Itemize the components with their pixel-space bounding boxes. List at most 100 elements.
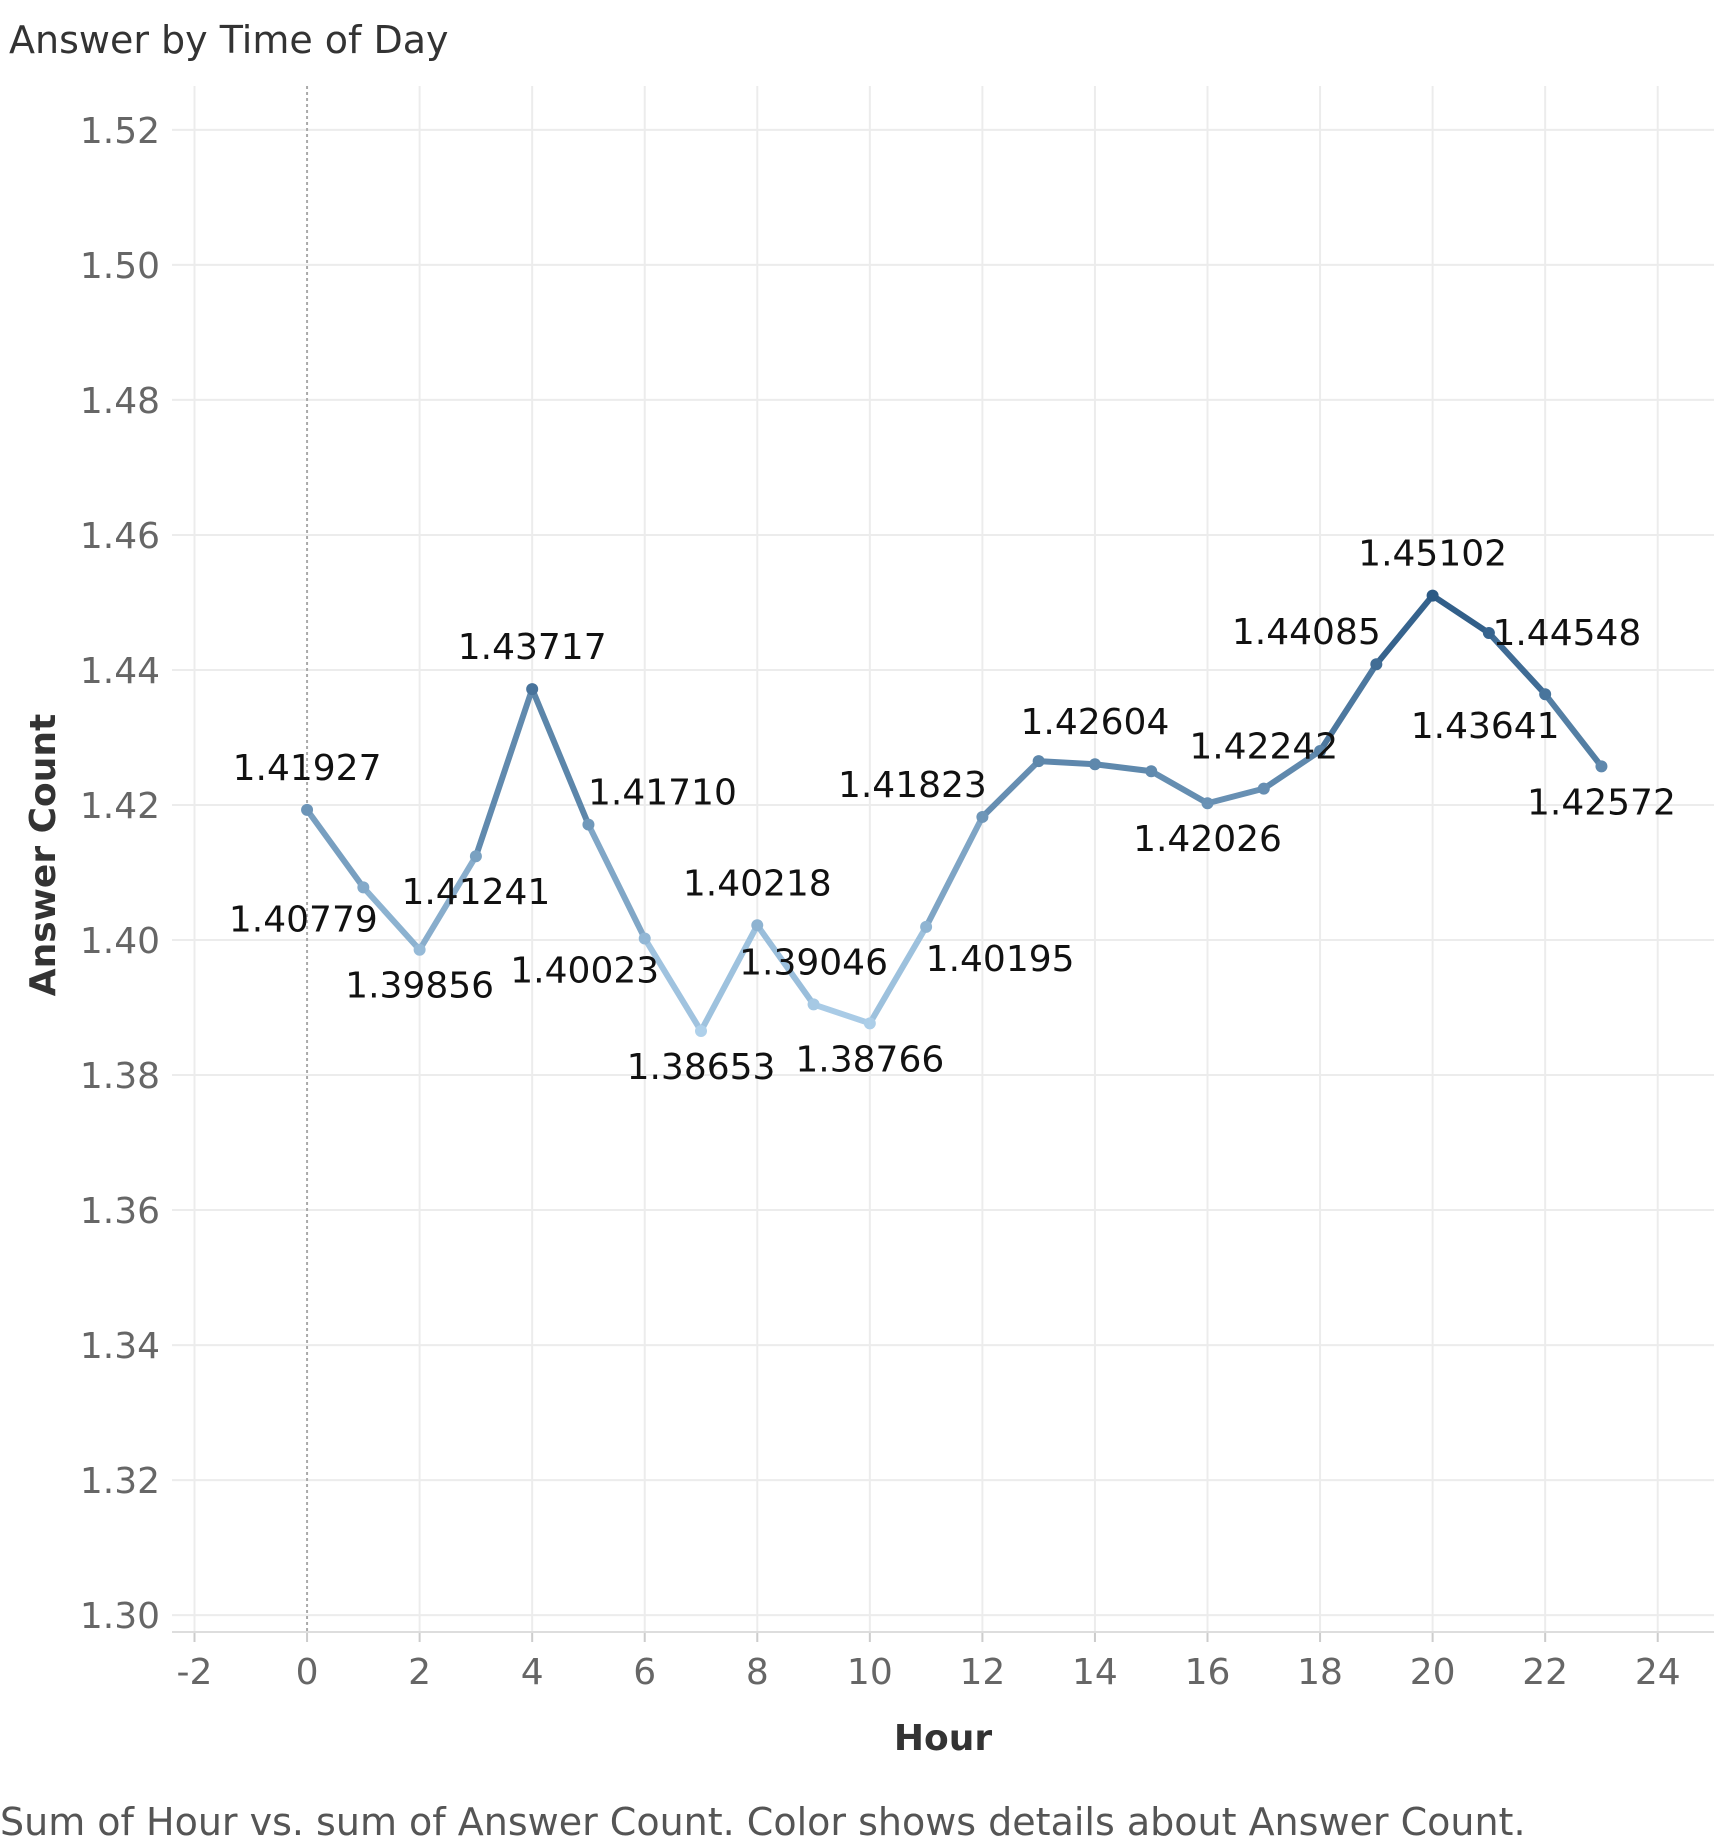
data-label: 1.43641 bbox=[1411, 706, 1560, 747]
x-tick-label: 20 bbox=[1410, 1652, 1456, 1693]
data-point bbox=[863, 1017, 876, 1030]
series-line bbox=[304, 592, 1605, 1034]
data-label: 1.41927 bbox=[233, 748, 382, 789]
data-label: 1.40023 bbox=[510, 950, 659, 991]
x-tick-label: 6 bbox=[633, 1652, 656, 1693]
series-line-segment bbox=[1429, 592, 1492, 636]
data-point bbox=[1145, 765, 1158, 778]
series-line-segment bbox=[1148, 768, 1211, 807]
y-tick-label: 1.40 bbox=[80, 921, 160, 962]
data-label: 1.45102 bbox=[1358, 534, 1507, 575]
x-tick-label: 4 bbox=[521, 1652, 544, 1693]
data-point bbox=[1314, 744, 1327, 757]
data-label: 1.44548 bbox=[1492, 613, 1641, 654]
data-label: 1.42026 bbox=[1133, 819, 1282, 860]
series-line-segment bbox=[1542, 691, 1605, 770]
series-line-segment bbox=[529, 686, 592, 828]
series-line-segment bbox=[923, 813, 986, 930]
series-line-segment bbox=[810, 1001, 873, 1027]
x-tick-label: 12 bbox=[959, 1652, 1005, 1693]
data-points bbox=[301, 589, 1608, 1037]
x-tick-label: 22 bbox=[1522, 1652, 1568, 1693]
data-label: 1.43717 bbox=[458, 627, 607, 668]
data-label: 1.41823 bbox=[838, 765, 987, 806]
series-line-segment bbox=[866, 923, 930, 1027]
data-label: 1.40218 bbox=[683, 863, 832, 904]
data-point bbox=[1426, 589, 1439, 602]
data-label: 1.44085 bbox=[1232, 612, 1381, 653]
data-point bbox=[976, 810, 989, 823]
data-point bbox=[1595, 760, 1608, 773]
data-point bbox=[638, 932, 651, 945]
series-line-segment bbox=[1091, 761, 1155, 775]
series-line-segment bbox=[1260, 747, 1324, 792]
data-label: 1.38653 bbox=[627, 1047, 776, 1088]
data-point bbox=[1482, 626, 1495, 639]
y-tick-label: 1.38 bbox=[80, 1056, 160, 1097]
x-tick-label: 14 bbox=[1072, 1652, 1118, 1693]
x-tick-label: 24 bbox=[1635, 1652, 1681, 1693]
data-point bbox=[751, 919, 764, 932]
data-label: 1.39856 bbox=[345, 966, 494, 1007]
data-label: 1.41241 bbox=[401, 872, 550, 913]
y-tick-label: 1.48 bbox=[80, 381, 160, 422]
data-label: 1.40195 bbox=[926, 939, 1075, 980]
x-tick-label: 8 bbox=[746, 1652, 769, 1693]
data-label: 1.42242 bbox=[1189, 727, 1338, 768]
y-tick-label: 1.44 bbox=[80, 651, 160, 692]
y-tick-label: 1.32 bbox=[80, 1461, 160, 1502]
series-line-segment bbox=[585, 821, 648, 942]
series-line-segment bbox=[698, 922, 761, 1034]
x-tick-label: -2 bbox=[177, 1652, 213, 1693]
series-line-segment bbox=[979, 758, 1042, 820]
data-label: 1.42572 bbox=[1527, 782, 1676, 823]
data-point bbox=[469, 850, 482, 863]
data-point bbox=[807, 998, 820, 1011]
y-axis-title: Answer Count bbox=[23, 714, 64, 997]
data-label: 1.38766 bbox=[795, 1039, 944, 1080]
data-point bbox=[301, 803, 314, 816]
y-tick-label: 1.52 bbox=[80, 111, 160, 152]
data-point bbox=[1088, 758, 1101, 771]
data-labels: 1.41927 1.40779 1.39856 1.41241 1.43717 1.417… bbox=[229, 534, 1676, 1088]
series-line-segment bbox=[1035, 758, 1098, 768]
series-line-segment bbox=[754, 922, 817, 1008]
data-point bbox=[920, 920, 933, 933]
x-tick-label: 16 bbox=[1185, 1652, 1231, 1693]
y-tick-label: 1.42 bbox=[80, 786, 160, 827]
data-point bbox=[1257, 782, 1270, 795]
series-line-segment bbox=[1373, 592, 1436, 668]
x-tick-label: 18 bbox=[1297, 1652, 1343, 1693]
data-label: 1.39046 bbox=[739, 942, 888, 983]
y-tick-label: 1.30 bbox=[80, 1596, 160, 1637]
data-point bbox=[1539, 688, 1552, 701]
data-label: 1.42604 bbox=[1021, 702, 1170, 743]
axes: 1.30 1.32 1.34 1.36 1.38 1.40 1.42 1.44 1.46 1.48… bbox=[80, 111, 1714, 1693]
data-point bbox=[1370, 658, 1383, 671]
series-line-segment bbox=[641, 935, 705, 1034]
gridlines bbox=[172, 86, 1714, 1632]
series-line-segment bbox=[1485, 629, 1549, 698]
series-line-segment bbox=[1317, 661, 1380, 754]
chart-title: Answer by Time of Day bbox=[9, 18, 449, 62]
data-point bbox=[413, 943, 426, 956]
data-point bbox=[1032, 755, 1045, 768]
data-label: 1.41710 bbox=[588, 773, 737, 814]
series-line-segment bbox=[416, 853, 479, 953]
chart-caption: Sum of Hour vs. sum of Answer Count. Col… bbox=[0, 1800, 1526, 1844]
x-tick-label: 0 bbox=[296, 1652, 319, 1693]
y-tick-label: 1.46 bbox=[80, 516, 160, 557]
y-tick-label: 1.34 bbox=[80, 1326, 160, 1367]
series-line-segment bbox=[304, 806, 367, 891]
data-label: 1.40779 bbox=[229, 899, 378, 940]
data-point bbox=[582, 818, 595, 831]
data-point bbox=[526, 683, 539, 696]
data-point bbox=[695, 1024, 708, 1037]
series-line-segment bbox=[472, 686, 536, 860]
y-tick-label: 1.50 bbox=[80, 246, 160, 287]
x-tick-label: 10 bbox=[847, 1652, 893, 1693]
data-point bbox=[1201, 797, 1214, 810]
x-tick-label: 2 bbox=[408, 1652, 431, 1693]
y-tick-label: 1.36 bbox=[80, 1191, 160, 1232]
